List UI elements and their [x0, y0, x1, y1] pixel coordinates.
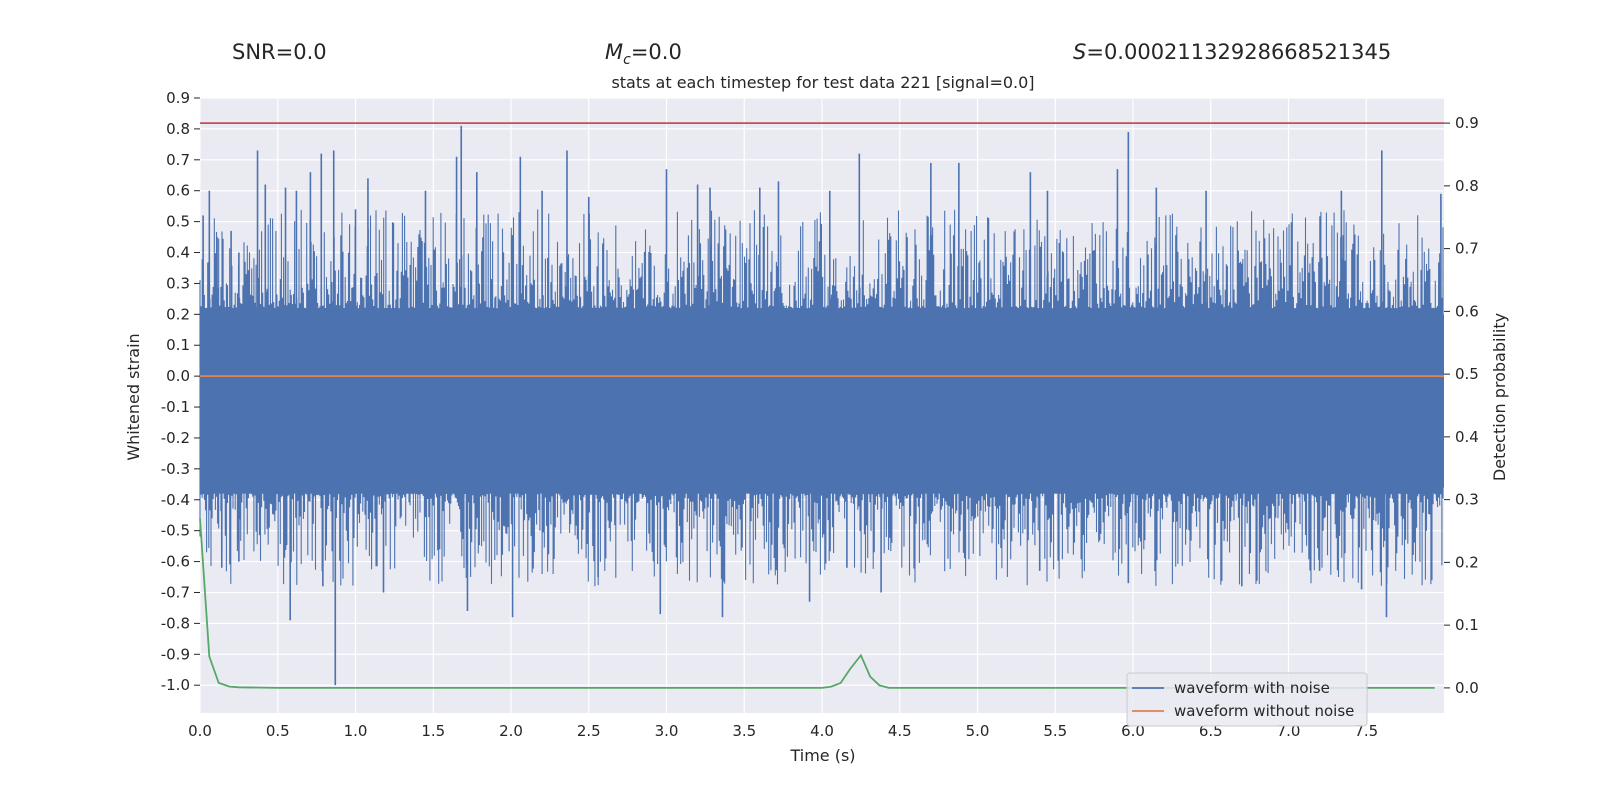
x-tick-label: 4.0 [810, 722, 834, 740]
y-tick-label: -0.4 [161, 491, 190, 509]
x-tick-label: 5.5 [1043, 722, 1067, 740]
legend: waveform with noise waveform without nois… [1126, 672, 1368, 727]
mc-symbol: M [605, 40, 624, 64]
y-tick-label: -0.2 [161, 429, 190, 447]
y-tick-label: 0.5 [166, 213, 190, 231]
x-tick-label: 3.0 [655, 722, 679, 740]
mc-value: =0.0 [630, 40, 682, 64]
x-tick-label: 2.5 [577, 722, 601, 740]
y-tick-label: 0.3 [166, 274, 190, 292]
y2-axis-label: Detection probability [1490, 313, 1509, 481]
y2-tick-label: 0.7 [1455, 240, 1479, 258]
y-tick-label: 0.7 [166, 151, 190, 169]
y2-tick-label: 0.0 [1455, 679, 1479, 697]
y-tick-label: 0.9 [166, 89, 190, 107]
chart-title: stats at each timestep for test data 221… [611, 73, 1034, 92]
y-tick-label: 0.0 [166, 367, 190, 385]
y-axis-label: Whitened strain [124, 333, 143, 460]
x-tick-label: 2.0 [499, 722, 523, 740]
y2-tick-label: 0.6 [1455, 302, 1479, 320]
s-value: =0.00021132928668521345 [1086, 40, 1392, 64]
x-tick-label: 4.5 [888, 722, 912, 740]
y-tick-label: 0.1 [166, 336, 190, 354]
y-tick-label: 0.6 [166, 182, 190, 200]
y-tick-label: -0.3 [161, 460, 190, 478]
s-symbol: S [1073, 40, 1087, 64]
legend-entry-label: waveform without noise [1174, 702, 1354, 720]
y2-tick-label: 0.1 [1455, 616, 1479, 634]
mc-subscript: c [623, 52, 631, 69]
y2-tick-label: 0.3 [1455, 491, 1479, 509]
x-tick-label: 0.5 [266, 722, 290, 740]
y-tick-label: -0.7 [161, 583, 190, 601]
x-tick-label: 0.0 [188, 722, 212, 740]
x-tick-label: 3.5 [732, 722, 756, 740]
series-layer [199, 122, 1444, 689]
y-tick-label: 0.8 [166, 120, 190, 138]
y2-tick-label: 0.4 [1455, 428, 1479, 446]
y2-tick-label: 0.9 [1455, 114, 1479, 132]
y-tick-label: 0.4 [166, 244, 190, 262]
x-tick-label: 1.5 [421, 722, 445, 740]
y2-tick-label: 0.2 [1455, 553, 1479, 571]
y2-tick-label: 0.5 [1455, 365, 1479, 383]
series-waveform-with-noise [199, 125, 1444, 686]
x-axis-label: Time (s) [789, 746, 855, 765]
axes-layer: 0.0 0.5 1.0 1.5 2.0 2.5 3.0 3.5 4.0 4.5 5.0 5.5 6.0 6… [161, 89, 1479, 740]
legend-box [1126, 672, 1368, 727]
y-tick-label: 0.2 [166, 305, 190, 323]
series-detection-probability [199, 518, 1435, 689]
y-tick-label: -0.5 [161, 522, 190, 540]
legend-entry-label: waveform with noise [1174, 679, 1330, 697]
y-tick-label: -1.0 [161, 676, 190, 694]
y-tick-label: -0.6 [161, 553, 190, 571]
y-tick-label: -0.1 [161, 398, 190, 416]
chirp-mass-label: Mc=0.0 [605, 40, 682, 68]
y-tick-label: -0.9 [161, 645, 190, 663]
x-tick-label: 1.0 [344, 722, 368, 740]
snr-label: SNR=0.0 [232, 40, 327, 64]
x-tick-label: 5.0 [966, 722, 990, 740]
s-statistic-label: S=0.00021132928668521345 [1073, 40, 1391, 64]
y-tick-label: -0.8 [161, 614, 190, 632]
y2-tick-label: 0.8 [1455, 177, 1479, 195]
